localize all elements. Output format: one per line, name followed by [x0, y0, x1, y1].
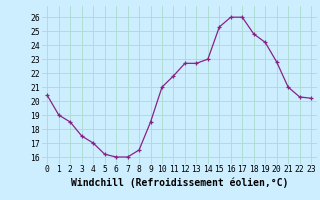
- X-axis label: Windchill (Refroidissement éolien,°C): Windchill (Refroidissement éolien,°C): [70, 177, 288, 188]
